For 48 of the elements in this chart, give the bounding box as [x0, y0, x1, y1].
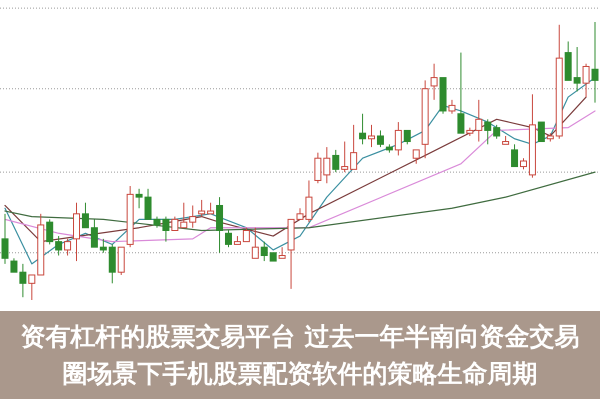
candlestick — [90, 218, 98, 248]
candlestick — [171, 216, 178, 231]
candlestick — [136, 188, 143, 209]
candlestick — [278, 246, 286, 259]
candlestick — [520, 158, 527, 170]
candlestick — [484, 118, 492, 145]
candlestick — [252, 227, 259, 259]
candlestick — [350, 124, 358, 170]
candlestick — [224, 230, 232, 248]
candlestick — [100, 238, 107, 254]
text: 资有杠杆的股票交易平台 过去一年半南向资金交易圈场景下手机股票配资软件的策略生命周期 — [20, 321, 580, 390]
candlestick — [144, 188, 152, 220]
candlestick — [582, 63, 590, 98]
candlestick — [153, 216, 160, 228]
candlestick — [46, 218, 54, 245]
candlestick — [448, 99, 456, 114]
candlestick — [475, 99, 482, 142]
candlestick — [207, 202, 214, 214]
candlestick — [493, 124, 500, 140]
candlestick — [55, 236, 62, 256]
candlestick — [332, 149, 340, 173]
candlestick — [412, 149, 420, 164]
candlestick — [376, 130, 384, 148]
candlestick — [260, 241, 268, 262]
candlestick — [2, 213, 8, 264]
candlestick — [592, 22, 598, 104]
candlestick — [64, 238, 72, 256]
candlestick — [341, 141, 348, 173]
candlestick — [538, 122, 545, 142]
candlestick — [28, 274, 36, 300]
candlestick — [162, 216, 170, 242]
candlestick — [394, 122, 402, 156]
candlestick — [511, 144, 518, 168]
candlestick — [404, 130, 411, 145]
candlestick — [368, 124, 376, 148]
candlestick — [430, 63, 438, 100]
candlestick — [296, 208, 304, 220]
candlestick — [82, 202, 89, 228]
candlestick — [10, 258, 18, 273]
candlestick — [359, 113, 366, 145]
candlestick — [457, 52, 464, 134]
candlestick — [305, 180, 312, 223]
candlestick — [314, 152, 322, 184]
candlestick — [574, 46, 581, 92]
candlestick — [242, 227, 250, 242]
candlestick — [19, 263, 26, 298]
candlestick — [323, 146, 330, 184]
candlestick — [198, 199, 206, 218]
